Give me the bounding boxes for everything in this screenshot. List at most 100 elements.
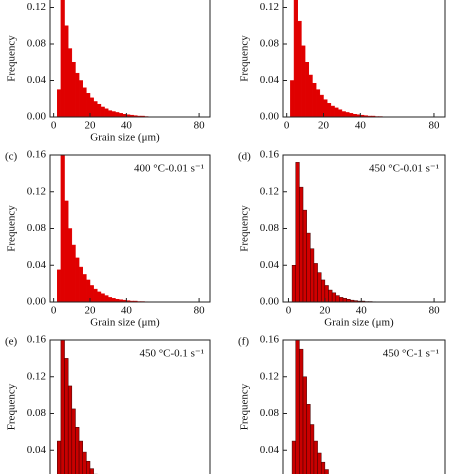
y-tick-label: 0.12 — [260, 185, 279, 197]
bar — [320, 279, 326, 303]
bar — [60, 154, 65, 303]
bar — [317, 452, 322, 474]
y-tick-label: 0.16 — [27, 149, 47, 161]
bar — [64, 200, 69, 303]
annotation: 450 °C-1 s⁻¹ — [383, 348, 439, 360]
x-axis-label: Grain size (μm) — [90, 132, 160, 144]
bar — [317, 272, 322, 303]
y-tick-label: 0.12 — [260, 370, 279, 382]
y-tick-label: 0.04 — [260, 259, 280, 271]
y-tick-label: 0.08 — [27, 222, 47, 234]
bar — [57, 440, 62, 474]
bar — [86, 93, 91, 118]
x-tick-label: 20 — [318, 120, 330, 132]
bar — [57, 89, 62, 118]
bar — [71, 408, 76, 474]
y-tick-label: 0.12 — [27, 185, 46, 197]
x-axis-label: Grain size (μm) — [90, 317, 160, 329]
y-tick-label: 0.16 — [27, 334, 47, 346]
y-axis-label: Frequency — [239, 383, 251, 430]
annotation: 400 °C-0.01 s⁻¹ — [134, 163, 204, 175]
plot-frame — [49, 154, 211, 303]
bar — [107, 110, 113, 118]
x-tick-label: 0 — [286, 305, 292, 317]
bar — [301, 45, 306, 118]
bar — [319, 94, 324, 118]
bar — [111, 111, 116, 118]
bar — [100, 106, 105, 118]
y-tick-label: 0.08 — [260, 222, 280, 234]
bar — [78, 440, 83, 474]
y-axis-label: Frequency — [239, 205, 251, 252]
bar — [82, 451, 87, 474]
annotation: 450 °C-0.1 s⁻¹ — [139, 348, 204, 360]
bar — [310, 424, 315, 474]
plot-frame — [282, 339, 446, 474]
bar — [118, 113, 123, 118]
bar — [71, 62, 76, 118]
bar — [295, 162, 300, 303]
x-tick-label: 80 — [194, 305, 206, 317]
bar — [82, 274, 87, 303]
bar — [115, 112, 120, 118]
bar — [310, 248, 315, 303]
y-axis-label: Frequency — [6, 205, 18, 252]
bar — [299, 348, 304, 474]
bar — [64, 358, 69, 474]
y-tick-label: 0.04 — [27, 444, 47, 456]
panel-label: (c) — [5, 151, 18, 163]
bar — [111, 298, 116, 303]
bar — [75, 257, 80, 303]
bar — [306, 232, 311, 303]
x-tick-label: 20 — [85, 120, 97, 132]
y-tick-label: 0.00 — [27, 296, 47, 308]
y-axis-label: Frequency — [6, 383, 18, 430]
y-tick-label: 0.12 — [27, 370, 46, 382]
x-tick-label: 40 — [355, 120, 367, 132]
y-tick-label: 0.00 — [260, 111, 280, 123]
bar — [337, 109, 343, 118]
y-tick-label: 0.12 — [260, 1, 279, 13]
bar — [323, 99, 328, 118]
bar — [299, 186, 304, 303]
bar — [93, 288, 98, 303]
x-tick-label: 20 — [85, 305, 97, 317]
bar — [86, 279, 91, 303]
bar — [328, 289, 333, 303]
bar — [304, 62, 310, 118]
y-tick-label: 0.04 — [260, 74, 280, 86]
bar — [290, 80, 295, 118]
bar — [324, 469, 329, 474]
y-tick-label: 0.08 — [260, 38, 280, 50]
bar — [313, 263, 318, 303]
bar — [291, 265, 296, 303]
bar — [78, 266, 83, 303]
y-tick-label: 0.16 — [260, 334, 280, 346]
bar — [297, 20, 302, 118]
bar — [75, 72, 80, 118]
bar — [71, 244, 76, 303]
bar — [345, 112, 350, 118]
bar — [308, 74, 313, 118]
bar — [306, 404, 311, 474]
y-tick-label: 0.04 — [27, 259, 47, 271]
x-tick-label: 40 — [121, 120, 133, 132]
bar — [64, 25, 69, 118]
bar — [349, 113, 354, 118]
bar — [104, 295, 109, 303]
bar — [107, 297, 113, 303]
bar — [97, 103, 102, 118]
plot-frame — [49, 0, 211, 118]
bar — [295, 339, 300, 474]
plot-frame — [282, 0, 446, 118]
bar — [78, 80, 83, 118]
bar — [326, 103, 332, 118]
bar — [342, 298, 347, 303]
bar — [86, 461, 91, 474]
bar — [341, 111, 346, 118]
y-tick-label: 0.08 — [260, 407, 280, 419]
bar — [57, 269, 62, 303]
bar — [60, 0, 65, 118]
bar — [313, 440, 318, 474]
